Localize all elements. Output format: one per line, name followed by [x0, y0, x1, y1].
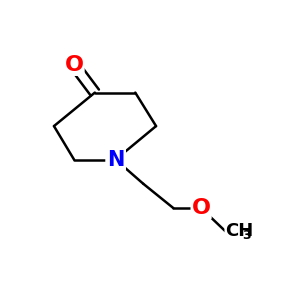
Text: N: N	[107, 150, 124, 169]
Text: 3: 3	[243, 229, 251, 242]
Text: CH: CH	[225, 222, 254, 240]
Text: O: O	[192, 198, 211, 218]
Text: O: O	[64, 55, 84, 75]
